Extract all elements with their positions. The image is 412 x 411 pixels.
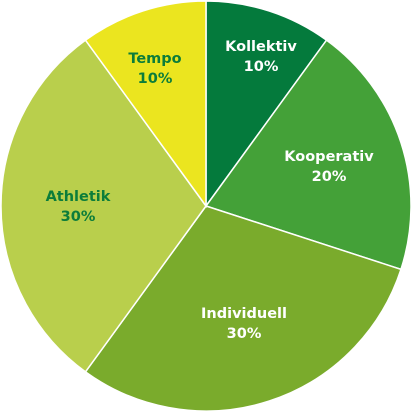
slice-label-tempo: Tempo (128, 51, 181, 67)
pie-slice-tempo (84, 0, 207, 209)
slice-label-kooperativ: Kooperativ (284, 149, 374, 165)
slice-label-individuell: Individuell (201, 306, 287, 322)
slice-value-kollektiv: 10% (244, 59, 279, 75)
pie-slice-individuell (84, 205, 402, 411)
pie-slice-kooperativ (204, 39, 412, 271)
slice-value-athletik: 30% (61, 209, 96, 225)
slice-value-tempo: 10% (138, 71, 173, 87)
slice-label-athletik: Athletik (46, 189, 111, 205)
pie-slice-athletik (0, 39, 207, 373)
slice-value-individuell: 30% (227, 326, 262, 342)
pie-slice-kollektiv (205, 0, 328, 209)
slice-label-kollektiv: Kollektiv (225, 39, 297, 55)
pie-labels: Kollektiv 10% Kooperativ 20% Individuell 30% A… (46, 39, 375, 342)
slice-value-kooperativ: 20% (312, 169, 347, 185)
